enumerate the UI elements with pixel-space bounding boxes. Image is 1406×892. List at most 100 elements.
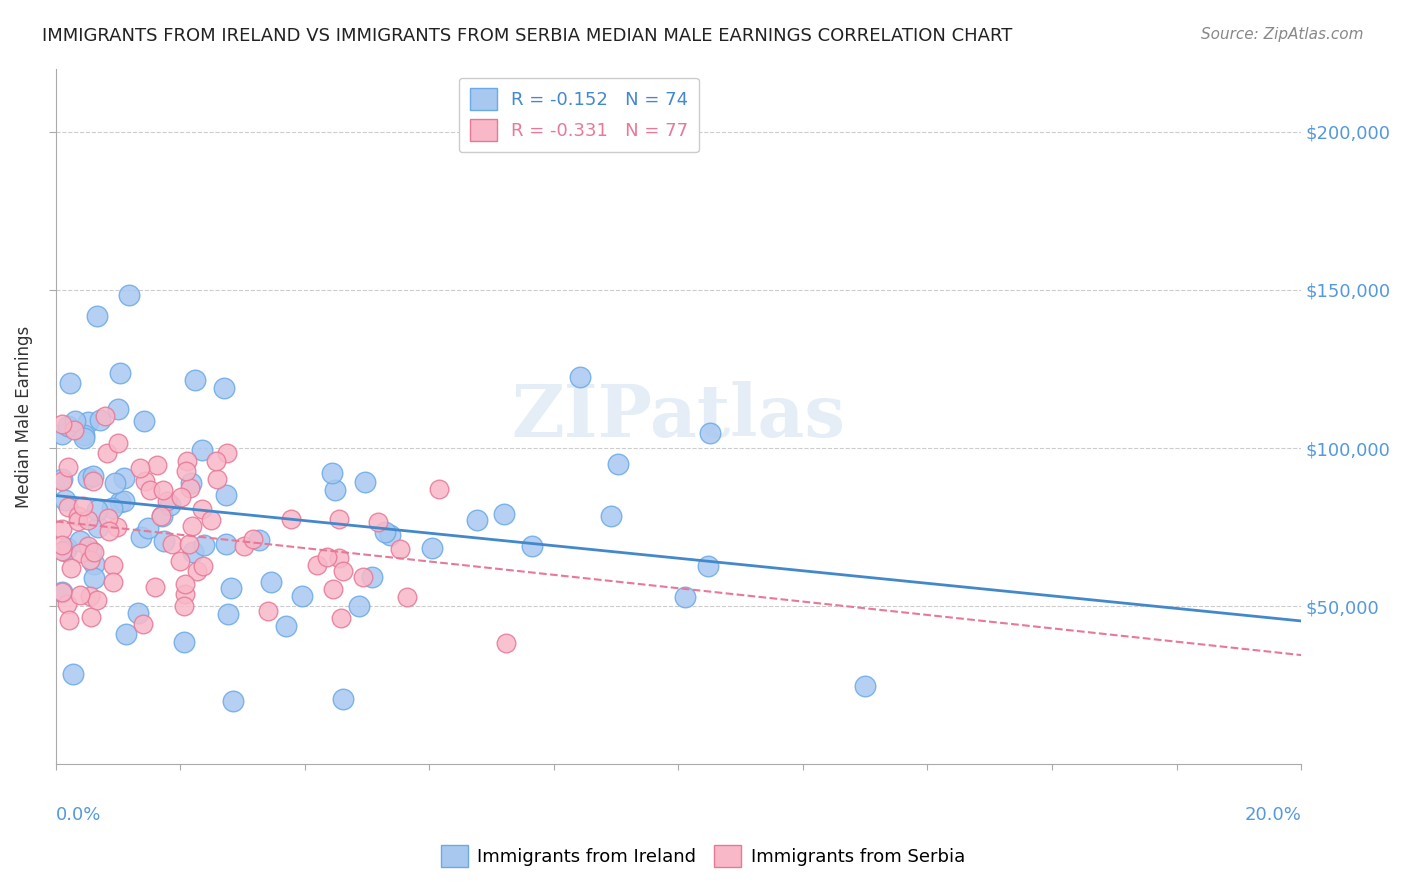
Immigrants from Serbia xyxy=(388,541,411,556)
Immigrants from Serbia xyxy=(205,472,228,486)
Immigrants from Serbia xyxy=(215,446,238,460)
Immigrants from Serbia xyxy=(186,564,208,578)
Immigrants from Serbia xyxy=(316,550,339,565)
Immigrants from Ireland xyxy=(378,528,401,542)
Immigrants from Ireland xyxy=(321,467,343,481)
Immigrants from Serbia xyxy=(134,474,156,488)
Immigrants from Serbia xyxy=(176,465,198,479)
Immigrants from Ireland xyxy=(51,472,73,486)
Immigrants from Ireland xyxy=(374,524,396,539)
Immigrants from Serbia xyxy=(96,446,118,460)
Immigrants from Ireland xyxy=(219,581,242,595)
Immigrants from Serbia xyxy=(86,593,108,607)
Immigrants from Ireland xyxy=(184,373,207,387)
Immigrants from Ireland xyxy=(127,606,149,620)
Immigrants from Serbia xyxy=(328,551,350,566)
Immigrants from Serbia xyxy=(180,519,202,533)
Immigrants from Ireland xyxy=(56,541,79,555)
Immigrants from Ireland xyxy=(332,692,354,706)
Immigrants from Serbia xyxy=(51,474,73,488)
Immigrants from Ireland xyxy=(291,589,314,603)
Immigrants from Serbia xyxy=(367,515,389,529)
Immigrants from Serbia xyxy=(69,588,91,602)
Immigrants from Ireland xyxy=(217,607,239,621)
Immigrants from Serbia xyxy=(56,500,79,515)
Immigrants from Ireland xyxy=(353,475,375,490)
Immigrants from Ireland xyxy=(181,544,204,558)
Immigrants from Ireland xyxy=(853,679,876,693)
Immigrants from Serbia xyxy=(427,482,450,496)
Immigrants from Ireland xyxy=(73,428,96,442)
Immigrants from Ireland xyxy=(107,402,129,417)
Immigrants from Serbia xyxy=(329,611,352,625)
Immigrants from Serbia xyxy=(69,546,91,560)
Immigrants from Serbia xyxy=(160,537,183,551)
Immigrants from Ireland xyxy=(132,414,155,428)
Immigrants from Serbia xyxy=(352,570,374,584)
Immigrants from Serbia xyxy=(307,558,329,573)
Text: 20.0%: 20.0% xyxy=(1244,806,1301,824)
Immigrants from Ireland xyxy=(180,476,202,491)
Immigrants from Serbia xyxy=(76,513,98,527)
Immigrants from Serbia xyxy=(94,409,117,424)
Immigrants from Serbia xyxy=(169,554,191,568)
Legend: R = -0.152   N = 74, R = -0.331   N = 77: R = -0.152 N = 74, R = -0.331 N = 77 xyxy=(458,78,699,153)
Immigrants from Ireland xyxy=(465,513,488,527)
Immigrants from Ireland xyxy=(153,534,176,549)
Immigrants from Serbia xyxy=(79,589,101,603)
Immigrants from Serbia xyxy=(191,502,214,516)
Immigrants from Serbia xyxy=(80,610,103,624)
Immigrants from Ireland xyxy=(80,544,103,558)
Immigrants from Ireland xyxy=(274,619,297,633)
Immigrants from Serbia xyxy=(146,458,169,472)
Immigrants from Serbia xyxy=(179,481,201,495)
Immigrants from Serbia xyxy=(173,599,195,614)
Immigrants from Ireland xyxy=(58,418,80,433)
Immigrants from Serbia xyxy=(191,558,214,573)
Immigrants from Serbia xyxy=(149,509,172,524)
Immigrants from Ireland xyxy=(73,431,96,445)
Immigrants from Serbia xyxy=(204,454,226,468)
Immigrants from Ireland xyxy=(101,501,124,516)
Immigrants from Serbia xyxy=(51,417,73,431)
Immigrants from Serbia xyxy=(98,524,121,538)
Immigrants from Serbia xyxy=(152,483,174,497)
Immigrants from Ireland xyxy=(129,530,152,544)
Immigrants from Ireland xyxy=(191,442,214,457)
Text: ZIPatlas: ZIPatlas xyxy=(512,381,845,452)
Immigrants from Serbia xyxy=(170,490,193,504)
Immigrants from Ireland xyxy=(53,543,76,558)
Immigrants from Ireland xyxy=(110,495,132,509)
Immigrants from Ireland xyxy=(568,370,591,384)
Immigrants from Ireland xyxy=(323,483,346,497)
Immigrants from Serbia xyxy=(322,582,344,596)
Text: IMMIGRANTS FROM IRELAND VS IMMIGRANTS FROM SERBIA MEDIAN MALE EARNINGS CORRELATI: IMMIGRANTS FROM IRELAND VS IMMIGRANTS FR… xyxy=(42,27,1012,45)
Immigrants from Ireland xyxy=(607,457,630,471)
Immigrants from Ireland xyxy=(112,471,135,485)
Immigrants from Ireland xyxy=(520,539,543,553)
Legend: Immigrants from Ireland, Immigrants from Serbia: Immigrants from Ireland, Immigrants from… xyxy=(434,838,972,874)
Immigrants from Serbia xyxy=(174,587,197,601)
Immigrants from Serbia xyxy=(200,512,222,526)
Immigrants from Ireland xyxy=(82,468,104,483)
Immigrants from Ireland xyxy=(62,667,84,681)
Immigrants from Ireland xyxy=(114,626,136,640)
Immigrants from Serbia xyxy=(103,574,125,589)
Immigrants from Ireland xyxy=(347,599,370,614)
Immigrants from Ireland xyxy=(494,508,516,522)
Immigrants from Ireland xyxy=(51,427,73,442)
Text: Source: ZipAtlas.com: Source: ZipAtlas.com xyxy=(1201,27,1364,42)
Immigrants from Ireland xyxy=(675,590,697,604)
Immigrants from Serbia xyxy=(233,539,256,553)
Immigrants from Serbia xyxy=(82,474,104,488)
Immigrants from Ireland xyxy=(159,498,181,512)
Immigrants from Ireland xyxy=(600,509,623,524)
Immigrants from Serbia xyxy=(97,511,120,525)
Immigrants from Ireland xyxy=(104,475,127,490)
Immigrants from Ireland xyxy=(215,537,238,551)
Immigrants from Ireland xyxy=(76,471,98,485)
Immigrants from Ireland xyxy=(260,574,283,589)
Immigrants from Ireland xyxy=(697,558,720,573)
Immigrants from Serbia xyxy=(332,564,354,578)
Immigrants from Serbia xyxy=(176,454,198,468)
